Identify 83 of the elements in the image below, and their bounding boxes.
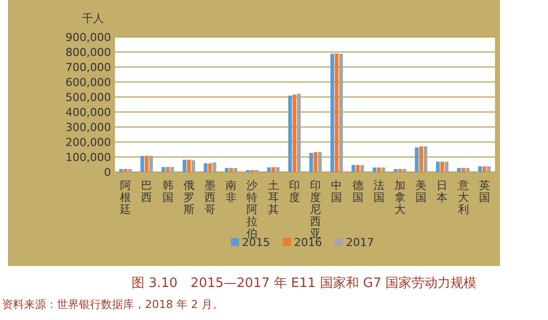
bar bbox=[457, 168, 461, 172]
bar bbox=[436, 162, 440, 172]
y-tick-label: 500,000 bbox=[66, 91, 111, 104]
bar bbox=[461, 168, 466, 172]
x-tick-label: 墨西哥 bbox=[204, 179, 216, 216]
bar bbox=[204, 163, 208, 172]
x-tick-label: 南非 bbox=[226, 179, 237, 204]
x-tick-label: 巴西 bbox=[141, 179, 152, 204]
x-tick-label: 德国 bbox=[352, 179, 364, 204]
bar bbox=[414, 147, 419, 172]
text: 图 3.10 2015—2017 年 E11 国家和 G7 国家劳动力规模 bbox=[131, 275, 477, 291]
bar bbox=[128, 169, 132, 172]
bar bbox=[212, 162, 216, 172]
bar bbox=[170, 167, 174, 172]
x-tick-label: 韩国 bbox=[162, 179, 174, 204]
bar bbox=[119, 169, 124, 172]
bar bbox=[224, 168, 229, 172]
x-tick-label: 日本 bbox=[436, 179, 448, 204]
y-axis-title: 千人 bbox=[82, 12, 104, 25]
bar bbox=[330, 54, 334, 172]
bar bbox=[444, 162, 448, 172]
bar bbox=[140, 156, 144, 172]
bar bbox=[162, 167, 166, 172]
bar bbox=[288, 96, 292, 172]
bar bbox=[229, 168, 233, 172]
bar bbox=[267, 167, 271, 172]
bar bbox=[402, 169, 406, 172]
bar bbox=[424, 146, 428, 172]
bar bbox=[478, 166, 482, 172]
x-tick-label: 土耳其 bbox=[268, 179, 279, 216]
bar bbox=[309, 152, 314, 172]
bar bbox=[271, 167, 276, 172]
x-tick-label: 英国 bbox=[478, 179, 490, 204]
y-tick-label: 600,000 bbox=[66, 76, 111, 89]
bar bbox=[208, 163, 212, 172]
y-tick-label: 900,000 bbox=[66, 31, 111, 44]
bar bbox=[394, 169, 398, 172]
bar bbox=[466, 168, 470, 172]
bar bbox=[276, 167, 280, 172]
legend-label: 2017 bbox=[346, 236, 374, 249]
bar bbox=[318, 152, 322, 172]
bar bbox=[334, 54, 339, 172]
x-tick-label: 意大利 bbox=[456, 179, 469, 216]
bar bbox=[314, 152, 318, 172]
bar bbox=[377, 168, 381, 172]
bar bbox=[292, 94, 296, 172]
x-tick-label: 俄罗斯 bbox=[183, 179, 194, 216]
y-tick-label: 100,000 bbox=[66, 151, 111, 164]
y-tick-label: 800,000 bbox=[66, 46, 111, 59]
bar bbox=[191, 160, 196, 172]
bar bbox=[182, 160, 186, 172]
bar bbox=[187, 160, 191, 172]
bar bbox=[440, 162, 444, 172]
text: 资料来源：世界银行数据库，2018 年 2 月。 bbox=[2, 298, 224, 311]
x-tick-label: 印度 bbox=[288, 179, 300, 204]
bar bbox=[234, 168, 238, 172]
legend-label: 2016 bbox=[294, 236, 322, 249]
bar bbox=[296, 94, 301, 172]
x-tick-label: 法国 bbox=[373, 179, 384, 204]
bar bbox=[352, 164, 356, 172]
y-tick-label: 0 bbox=[104, 166, 111, 179]
y-tick-label: 400,000 bbox=[66, 106, 111, 119]
bar bbox=[144, 156, 149, 172]
x-tick-label: 美国 bbox=[416, 179, 427, 204]
x-tick-label: 阿根廷 bbox=[119, 179, 132, 216]
bar bbox=[482, 166, 486, 172]
bar bbox=[419, 146, 423, 172]
bar bbox=[360, 165, 364, 172]
bar bbox=[381, 168, 386, 172]
legend-label: 2015 bbox=[242, 236, 270, 249]
x-tick-label: 中国 bbox=[331, 179, 342, 204]
y-tick-label: 200,000 bbox=[66, 136, 111, 149]
bar bbox=[339, 54, 343, 172]
bar bbox=[398, 169, 402, 172]
bar bbox=[124, 169, 128, 172]
y-tick-label: 300,000 bbox=[66, 121, 111, 134]
bar bbox=[486, 166, 491, 172]
bar bbox=[356, 165, 360, 172]
y-tick-label: 700,000 bbox=[66, 61, 111, 74]
bar bbox=[149, 156, 153, 172]
x-tick-label: 加拿大 bbox=[394, 179, 406, 216]
bar bbox=[166, 167, 170, 172]
bar bbox=[372, 168, 376, 172]
